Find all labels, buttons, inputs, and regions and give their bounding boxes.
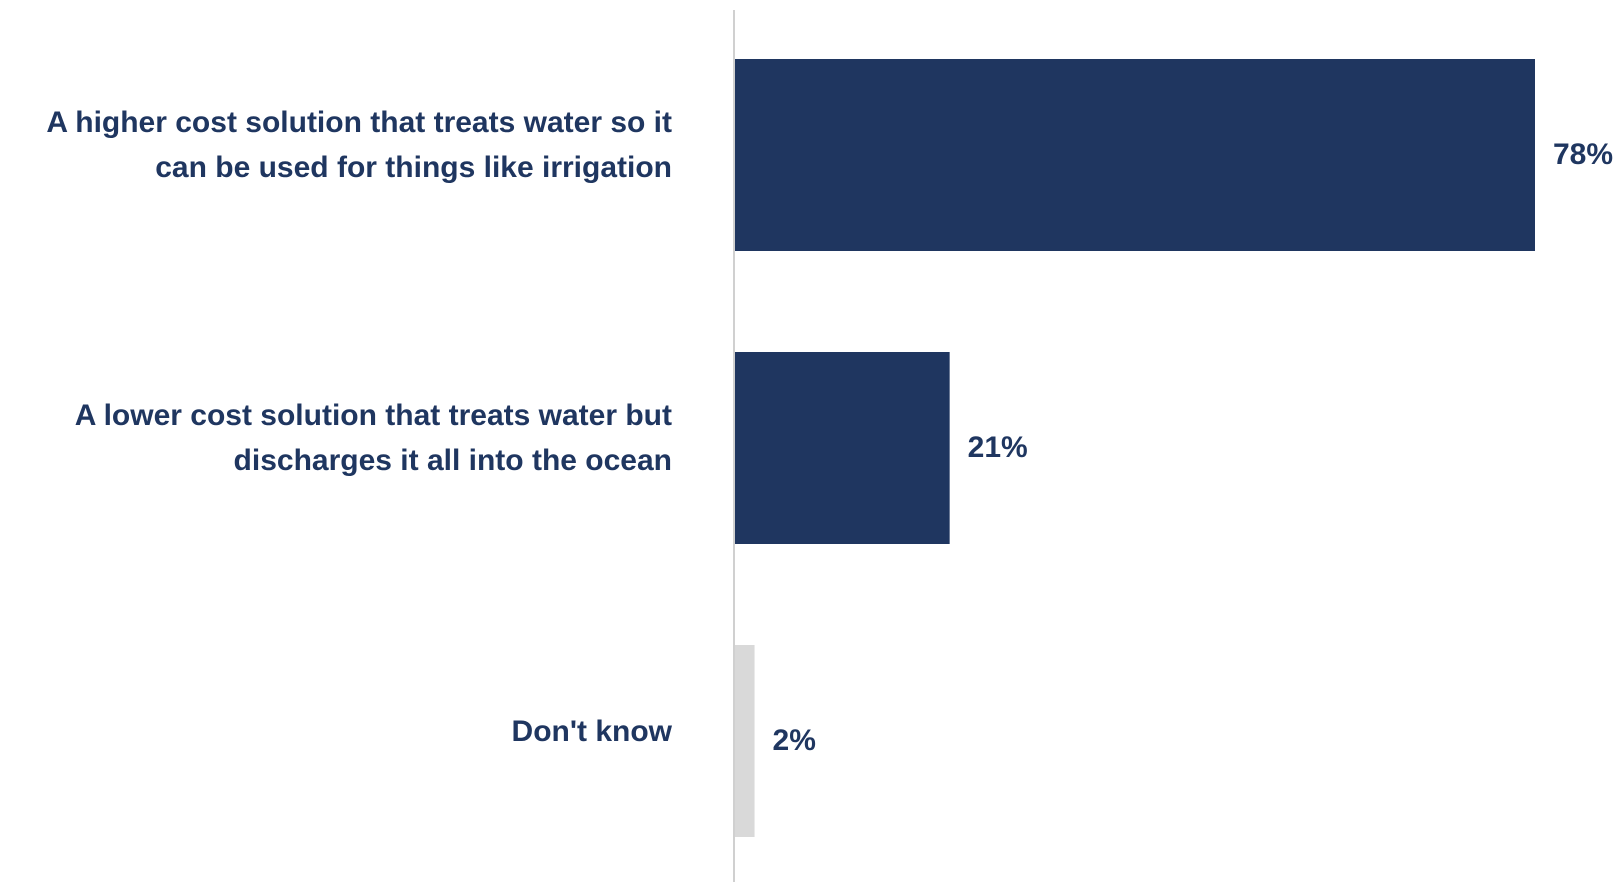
category-label-lower-cost: A lower cost solution that treats water …	[74, 399, 672, 477]
value-label-lower-cost: 21%	[967, 431, 1028, 464]
bar-lower-cost	[734, 352, 950, 544]
value-label-dont-know: 2%	[772, 724, 816, 757]
bar-higher-cost	[734, 59, 1535, 251]
category-label-higher-cost: A higher cost solution that treats water…	[46, 106, 672, 184]
category-label-dont-know: Don't know	[511, 714, 672, 748]
value-label-higher-cost: 78%	[1553, 138, 1614, 171]
bar-dont-know	[734, 645, 755, 837]
bars-group	[734, 59, 1535, 837]
